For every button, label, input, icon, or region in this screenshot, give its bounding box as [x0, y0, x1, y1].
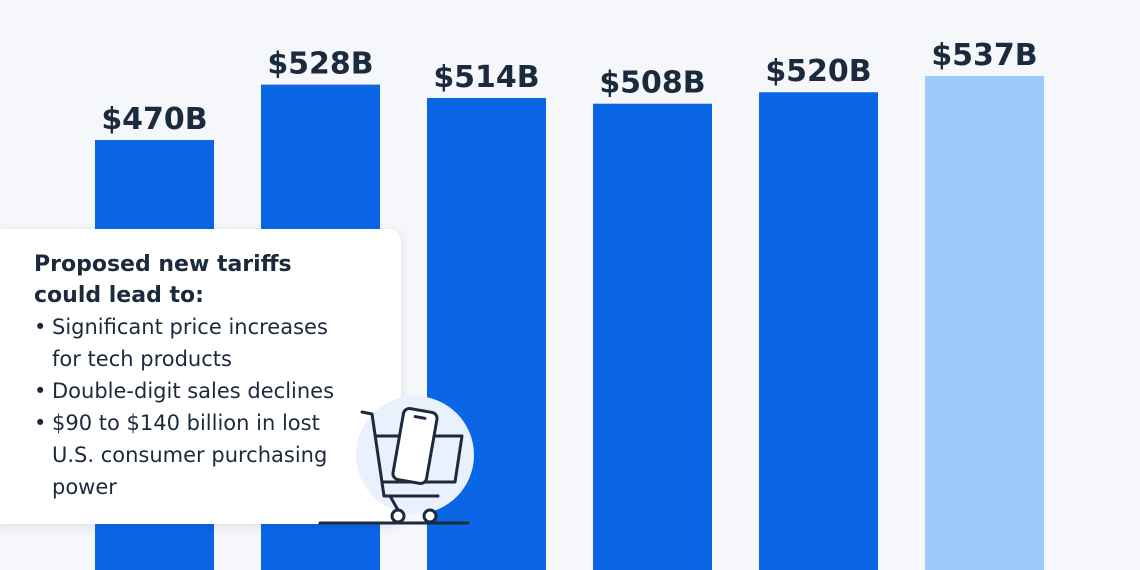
shopping-cart-with-smartphone-icon — [318, 396, 474, 525]
bar-value-label-1: $470B — [101, 102, 207, 137]
bar-6 — [925, 76, 1044, 570]
callout-bullet-item: • Double-digit sales declines — [34, 375, 352, 407]
callout-bullet-text: $90 to $140 billion in lost U.S. consume… — [52, 411, 328, 499]
cart-frame — [360, 410, 440, 498]
bullet-marker: • — [34, 379, 47, 403]
tariffs-callout-box: Proposed new tariffs could lead to: • Si… — [0, 229, 401, 524]
callout-title: Proposed new tariffs could lead to: — [34, 252, 292, 308]
smartphone-shape — [391, 407, 439, 485]
bars-group — [95, 76, 1044, 570]
bullet-marker: • — [34, 411, 47, 435]
bar-value-label-2: $528B — [267, 47, 373, 82]
callout-bullet-text: Double-digit sales declines — [52, 379, 335, 403]
cart-wheel-right — [422, 508, 438, 524]
bar-4 — [593, 103, 712, 570]
callout-bullet-list: • Significant price increases for tech p… — [34, 311, 401, 503]
bullet-marker: • — [34, 315, 47, 339]
callout-bullet-item: • $90 to $140 billion in lost U.S. consu… — [34, 407, 352, 503]
bar-value-label-3: $514B — [433, 60, 539, 95]
bar-5 — [759, 92, 878, 570]
bar-value-label-5: $520B — [765, 54, 871, 89]
value-labels-group: $470B $528B $514B $508B $520B $537B — [101, 38, 1037, 137]
bar-value-label-6: $537B — [931, 38, 1037, 73]
bar-value-label-4: $508B — [599, 66, 705, 101]
cart-wheel-left — [390, 508, 406, 524]
callout-bullet-text: Significant price increases for tech pro… — [52, 315, 328, 371]
callout-bullet-item: • Significant price increases for tech p… — [34, 311, 352, 375]
cart-wheel-axle — [388, 494, 400, 512]
